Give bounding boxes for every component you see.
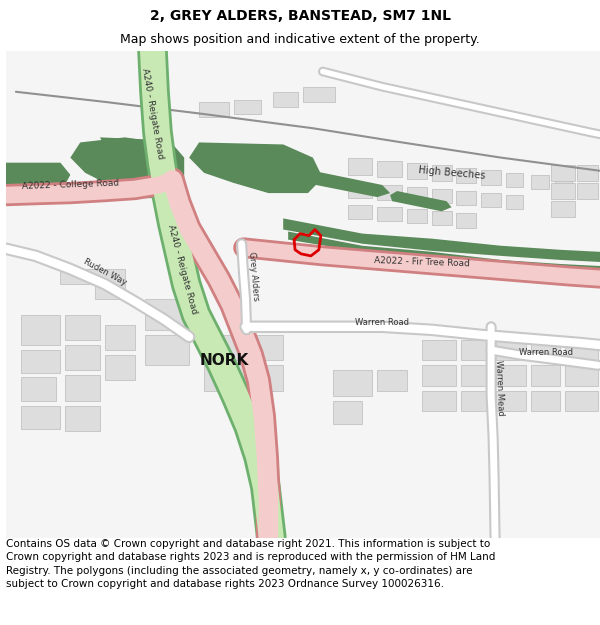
Text: Map shows position and indicative extent of the property.: Map shows position and indicative extent…: [120, 34, 480, 46]
Polygon shape: [377, 208, 402, 221]
Polygon shape: [234, 100, 262, 114]
Polygon shape: [496, 391, 526, 411]
Polygon shape: [105, 325, 135, 350]
Polygon shape: [551, 183, 575, 199]
Polygon shape: [333, 371, 372, 396]
Text: A240 - Reigate Road: A240 - Reigate Road: [166, 223, 199, 315]
Polygon shape: [556, 178, 572, 191]
Polygon shape: [204, 335, 244, 360]
Polygon shape: [6, 51, 600, 538]
Polygon shape: [407, 162, 427, 179]
Polygon shape: [461, 391, 491, 411]
Polygon shape: [377, 185, 402, 200]
Polygon shape: [21, 314, 61, 345]
Polygon shape: [565, 340, 598, 360]
Polygon shape: [577, 165, 598, 181]
Polygon shape: [199, 102, 229, 117]
Polygon shape: [189, 142, 323, 193]
Polygon shape: [145, 299, 189, 330]
Polygon shape: [457, 168, 476, 183]
Polygon shape: [506, 173, 523, 187]
Polygon shape: [390, 191, 452, 211]
Polygon shape: [21, 378, 56, 401]
Polygon shape: [204, 365, 244, 391]
Text: High Beeches: High Beeches: [418, 165, 485, 181]
Polygon shape: [65, 376, 100, 401]
Polygon shape: [531, 365, 560, 386]
Polygon shape: [565, 391, 598, 411]
Polygon shape: [432, 189, 452, 203]
Polygon shape: [248, 335, 283, 360]
Polygon shape: [531, 175, 548, 189]
Polygon shape: [145, 335, 189, 365]
Polygon shape: [422, 365, 457, 386]
Text: A2022 - College Road: A2022 - College Road: [22, 179, 119, 191]
Polygon shape: [506, 195, 523, 209]
Polygon shape: [496, 365, 526, 386]
Text: A240 - Reigate Road: A240 - Reigate Road: [140, 68, 165, 160]
Text: Warren Road: Warren Road: [355, 318, 409, 328]
Polygon shape: [274, 92, 298, 107]
Polygon shape: [21, 350, 61, 373]
Polygon shape: [347, 183, 372, 198]
Polygon shape: [407, 209, 427, 224]
Text: Warren Road: Warren Road: [518, 348, 572, 357]
Polygon shape: [347, 158, 372, 175]
Polygon shape: [105, 355, 135, 381]
Polygon shape: [248, 365, 283, 391]
Polygon shape: [577, 183, 598, 199]
Polygon shape: [209, 152, 390, 197]
Polygon shape: [407, 187, 427, 201]
Text: Ruden Way: Ruden Way: [82, 257, 128, 287]
Polygon shape: [65, 314, 100, 340]
Polygon shape: [461, 340, 491, 360]
Polygon shape: [303, 87, 335, 102]
Polygon shape: [422, 391, 457, 411]
Polygon shape: [100, 138, 184, 183]
Polygon shape: [551, 165, 575, 181]
Polygon shape: [565, 365, 598, 386]
Polygon shape: [461, 365, 491, 386]
Text: NORK: NORK: [199, 352, 248, 367]
Polygon shape: [347, 205, 372, 219]
Polygon shape: [377, 161, 402, 177]
Polygon shape: [531, 340, 560, 360]
Polygon shape: [432, 211, 452, 226]
Polygon shape: [333, 401, 362, 424]
Polygon shape: [65, 406, 100, 431]
Polygon shape: [457, 191, 476, 205]
Polygon shape: [481, 170, 501, 185]
Polygon shape: [288, 232, 600, 272]
Polygon shape: [21, 406, 61, 429]
Text: Contains OS data © Crown copyright and database right 2021. This information is : Contains OS data © Crown copyright and d…: [6, 539, 496, 589]
Polygon shape: [551, 201, 575, 217]
Text: A2022 - Fir Tree Road: A2022 - Fir Tree Road: [374, 256, 470, 268]
Text: Grey Alders: Grey Alders: [247, 251, 260, 301]
Polygon shape: [70, 138, 182, 198]
Polygon shape: [496, 340, 526, 360]
Polygon shape: [481, 193, 501, 208]
Polygon shape: [531, 391, 560, 411]
Polygon shape: [377, 371, 407, 391]
Text: 2, GREY ALDERS, BANSTEAD, SM7 1NL: 2, GREY ALDERS, BANSTEAD, SM7 1NL: [149, 9, 451, 23]
Polygon shape: [457, 213, 476, 228]
Polygon shape: [61, 269, 125, 299]
Text: Warren Mead: Warren Mead: [494, 359, 505, 416]
Polygon shape: [283, 218, 600, 262]
Polygon shape: [422, 340, 457, 360]
Polygon shape: [432, 165, 452, 181]
Polygon shape: [65, 345, 100, 371]
Polygon shape: [6, 162, 70, 198]
